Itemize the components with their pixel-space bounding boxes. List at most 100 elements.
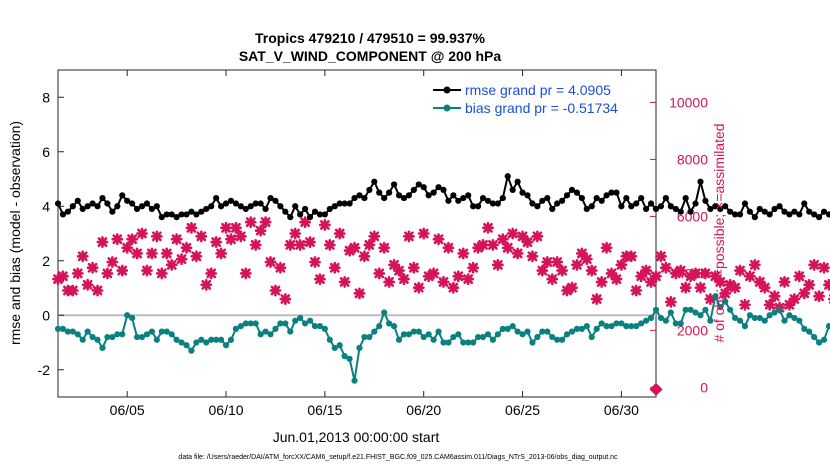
- rmse-point: [593, 194, 600, 202]
- rmse-point: [227, 197, 235, 204]
- rmse-point: [825, 211, 830, 218]
- obs-marker: [744, 270, 756, 283]
- rmse-point: [54, 200, 62, 207]
- rmse-point: [563, 192, 571, 199]
- bias-point: [489, 336, 497, 343]
- obs-marker: [348, 241, 361, 254]
- rmse-point: [425, 192, 432, 199]
- bias-point: [232, 325, 240, 332]
- rmse-point: [519, 189, 526, 196]
- rmse-point: [410, 186, 417, 193]
- bias-point: [247, 320, 254, 327]
- bias-point: [820, 336, 828, 343]
- bias-point: [603, 323, 610, 330]
- rmse-point: [222, 200, 230, 207]
- rmse-point: [173, 214, 180, 221]
- rmse-point: [677, 208, 684, 215]
- bias-point: [677, 320, 684, 327]
- bias-point: [435, 328, 442, 335]
- rmse-point: [336, 200, 343, 207]
- obs-marker: [615, 258, 628, 271]
- obs-marker: [150, 230, 163, 243]
- rmse-point: [771, 205, 778, 213]
- obs-marker: [254, 224, 267, 237]
- obs-marker: [383, 276, 396, 288]
- rmse-point: [104, 200, 111, 207]
- bias-point: [578, 325, 585, 332]
- rmse-point: [64, 208, 71, 215]
- rmse-point: [381, 194, 388, 202]
- obs-marker: [264, 256, 277, 268]
- y-axis-left-label: rmse and bias (model - observation): [7, 121, 23, 345]
- rmse-point: [756, 205, 763, 213]
- obs-marker: [442, 241, 455, 254]
- bias-point: [297, 314, 304, 322]
- obs-marker: [704, 293, 717, 305]
- bias-point: [593, 325, 600, 332]
- rmse-point: [386, 189, 393, 196]
- rmse-point: [257, 200, 264, 207]
- bias-point: [203, 339, 210, 346]
- rmse-point: [652, 205, 660, 213]
- obs-marker: [314, 273, 326, 285]
- bias-point: [702, 306, 709, 313]
- bias-point: [341, 353, 348, 360]
- bias-point: [114, 331, 121, 338]
- rmse-point: [603, 192, 610, 199]
- rmse-point: [89, 200, 96, 207]
- obs-marker: [511, 247, 524, 260]
- rmse-point: [811, 211, 818, 218]
- obs-marker: [610, 273, 623, 285]
- obs-marker: [684, 270, 697, 283]
- bias-point: [311, 323, 319, 330]
- bias-point: [504, 325, 511, 332]
- obs-marker: [388, 258, 400, 271]
- bias-point: [69, 328, 76, 335]
- obs-marker: [155, 267, 168, 280]
- bias-series-points: [54, 293, 830, 384]
- obs-marker: [541, 256, 554, 268]
- obs-marker: [338, 276, 351, 288]
- plot-area-frame: [57, 69, 657, 398]
- rmse-point: [321, 211, 328, 218]
- bias-point: [133, 333, 141, 341]
- obs-marker: [571, 258, 583, 271]
- obs-marker: [175, 253, 188, 266]
- obs-marker: [432, 233, 445, 246]
- obs-marker: [659, 261, 672, 274]
- bias-point: [618, 320, 625, 327]
- obs-marker: [363, 238, 376, 251]
- bias-point: [712, 293, 719, 300]
- bias-point: [529, 339, 536, 346]
- bias-point: [188, 347, 195, 354]
- rmse-point: [484, 197, 492, 204]
- y-left-tick-label: 4: [42, 198, 50, 214]
- rmse-point: [465, 192, 472, 199]
- obs-marker: [318, 219, 331, 231]
- bias-point: [129, 314, 136, 322]
- obs-marker: [566, 281, 578, 294]
- rmse-point: [692, 200, 699, 207]
- bias-point: [287, 328, 294, 335]
- rmse-point: [687, 208, 694, 215]
- bias-point: [652, 306, 660, 313]
- bias-point: [158, 328, 165, 335]
- rmse-point: [217, 203, 225, 210]
- bias-point: [667, 309, 674, 316]
- obs-marker: [758, 281, 771, 294]
- obs-marker: [234, 230, 247, 243]
- obs-marker: [536, 264, 549, 277]
- rmse-point: [371, 178, 378, 185]
- bias-point: [588, 333, 595, 341]
- obs-marker: [111, 233, 124, 246]
- bias-point: [568, 328, 576, 335]
- rmse-point: [583, 205, 590, 213]
- obs-marker: [625, 250, 638, 263]
- obs-marker: [86, 261, 99, 274]
- obs-marker: [249, 238, 262, 251]
- obs-marker: [531, 230, 544, 243]
- x-tick-label: 06/15: [307, 402, 342, 418]
- bias-point: [796, 317, 803, 324]
- rmse-point: [578, 194, 585, 202]
- obs-marker: [294, 238, 307, 251]
